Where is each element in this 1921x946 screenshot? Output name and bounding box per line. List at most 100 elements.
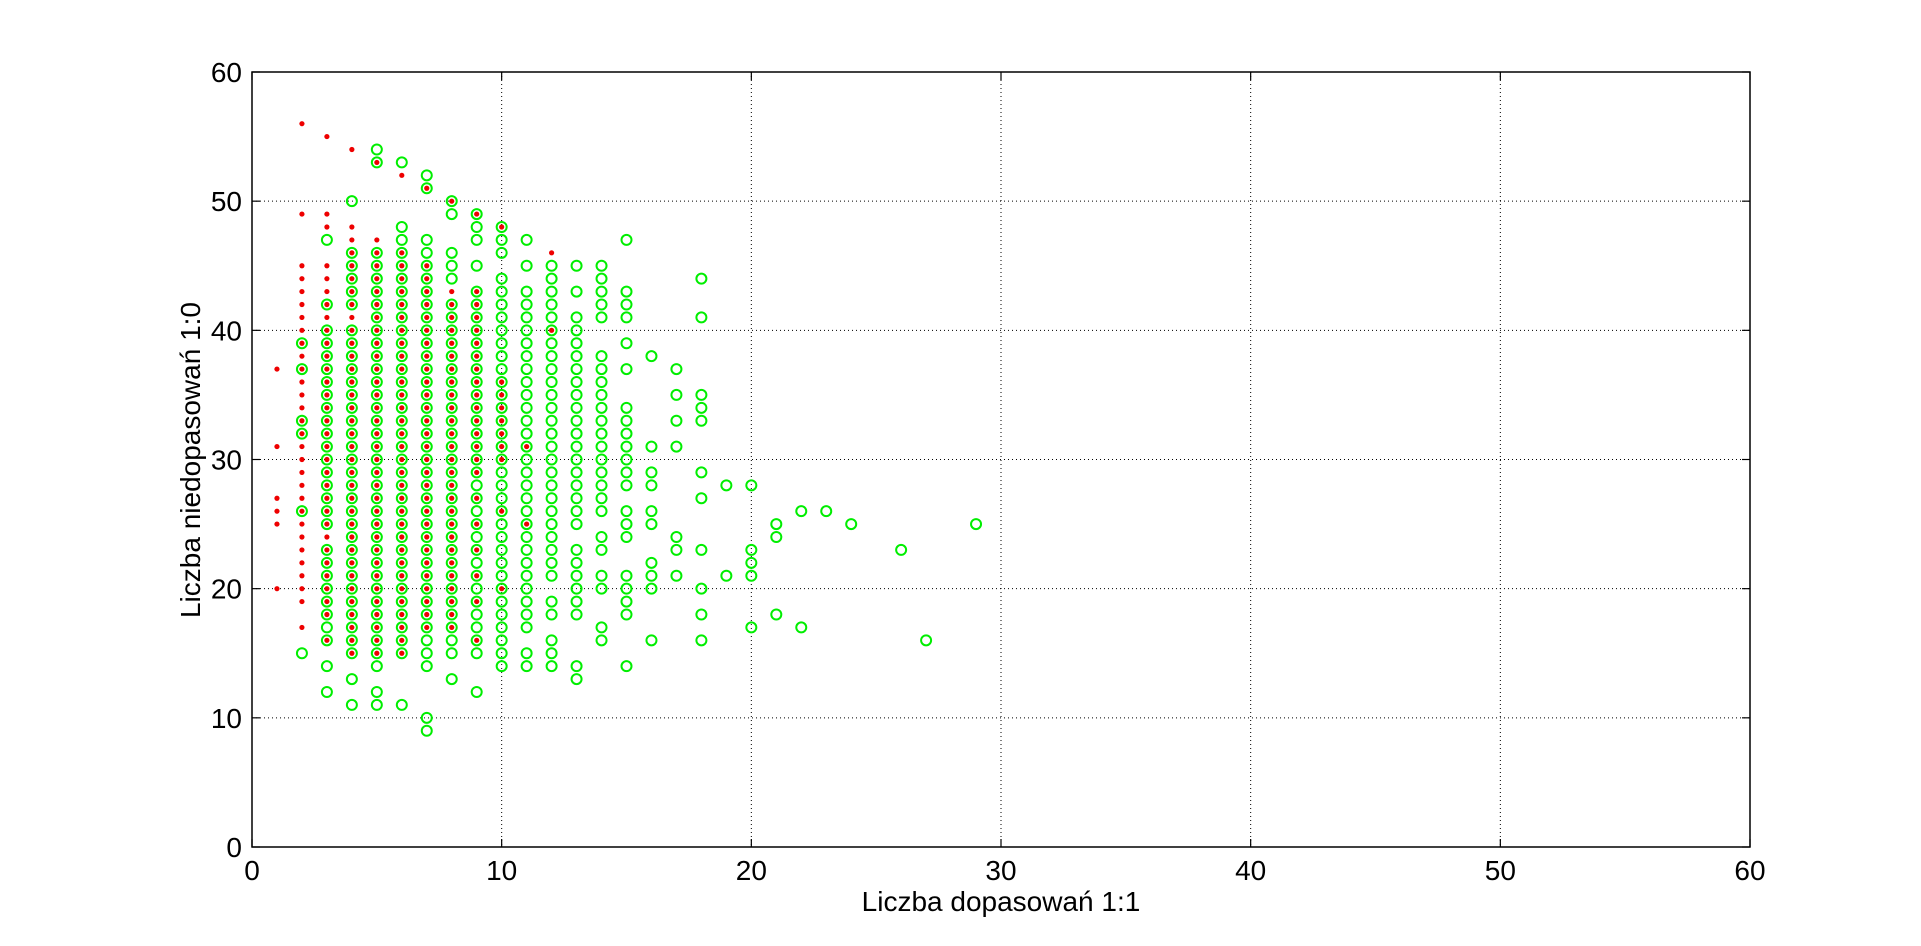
green-circle-point [445,350,458,363]
green-circle-point [545,298,558,311]
red-dot-point [324,469,330,476]
red-dot-point [399,263,405,269]
red-dot-point [499,443,505,450]
red-dot-point [324,353,330,359]
green-circle-point [795,505,808,518]
green-circle-point [495,376,508,388]
red-dot-point [349,301,355,308]
green-circle-point [470,518,483,531]
green-circle-point [420,660,433,673]
green-circle-point [445,376,458,388]
green-circle-point [520,311,533,324]
green-circle-point [395,376,408,388]
green-circle-point [295,647,308,660]
red-dot-point [424,288,430,295]
red-dot-point [499,379,505,385]
grid-lines [252,72,1750,847]
green-circle-point [470,647,483,660]
green-circle-point [345,272,358,285]
red-dot-point [299,405,305,411]
red-dot-point [524,521,530,527]
red-dot-point [374,301,380,308]
green-circle-point [495,285,508,298]
red-dot-point [299,263,305,269]
red-dot-point [349,586,355,592]
red-dot-point [324,288,330,295]
green-circle-point [570,311,583,324]
red-dot-point [399,327,405,333]
red-dot-point [399,366,405,372]
green-circle-point [670,388,683,401]
green-circle-point [695,543,708,556]
green-circle-point [445,324,458,337]
y-axis-label: Liczba niedopasowań 1:0 [175,302,206,618]
green-circle-point [645,350,658,363]
green-circle-point [770,518,783,531]
green-circle-point [470,440,483,453]
red-dot-point [399,431,405,437]
green-circle-point [395,259,408,272]
green-circle-point [495,634,508,647]
green-circle-point [620,363,633,376]
green-circle-point [570,401,583,414]
green-circle-point [295,427,308,440]
green-circle-point [370,272,383,285]
green-circle-point [420,324,433,337]
red-dot-point [399,547,405,553]
green-circle-point [470,686,483,698]
green-circle-point [570,259,583,272]
green-circle-point [670,569,683,582]
green-circle-point [620,414,633,427]
green-circle-point [395,698,408,711]
green-circle-point [420,724,433,737]
green-circle-point [520,582,533,595]
red-dot-point [399,637,405,643]
green-circle-point [345,543,358,556]
red-dot-point [274,443,280,450]
red-dot-point [349,379,355,385]
red-dot-point [499,418,505,424]
green-circle-point [345,324,358,337]
green-circle-point [370,440,383,453]
x-tick-labels: 0 10 20 30 40 50 60 [244,855,1765,886]
green-circle-point [370,647,383,660]
red-dot-point [449,611,455,618]
green-circle-point [495,505,508,518]
red-dot-point [374,288,380,295]
green-circle-point [545,388,558,401]
green-circle-point [595,272,608,285]
red-dot-point [374,456,380,463]
green-circle-point [320,350,333,363]
green-circle-point [570,388,583,401]
green-circle-point [620,453,633,466]
red-dot-point [399,598,405,605]
green-circle-point [420,518,433,531]
green-circle-point [545,259,558,272]
red-dot-point [324,366,330,372]
green-circle-point [445,298,458,311]
green-circle-point [495,543,508,556]
green-circle-point [495,479,508,492]
green-circle-point [420,621,433,634]
green-circle-point [395,466,408,479]
green-circle-point [420,556,433,569]
red-dot-point [349,314,355,321]
green-circle-point [395,363,408,376]
green-circle-point [470,608,483,621]
green-circle-point [745,621,758,634]
red-dot-point [349,508,355,514]
red-dot-point [449,495,455,501]
red-dot-point [299,573,305,579]
red-dot-point [299,521,305,527]
red-dot-point [424,598,430,605]
red-dot-point [349,418,355,424]
red-dot-point [299,482,305,488]
green-circle-point [595,634,608,647]
green-circle-point [420,414,433,427]
green-circle-point [445,479,458,492]
green-circle-point [695,582,708,595]
green-circle-point [345,337,358,350]
green-circle-point [520,505,533,518]
green-circle-point [395,647,408,660]
green-circle-point [470,556,483,569]
